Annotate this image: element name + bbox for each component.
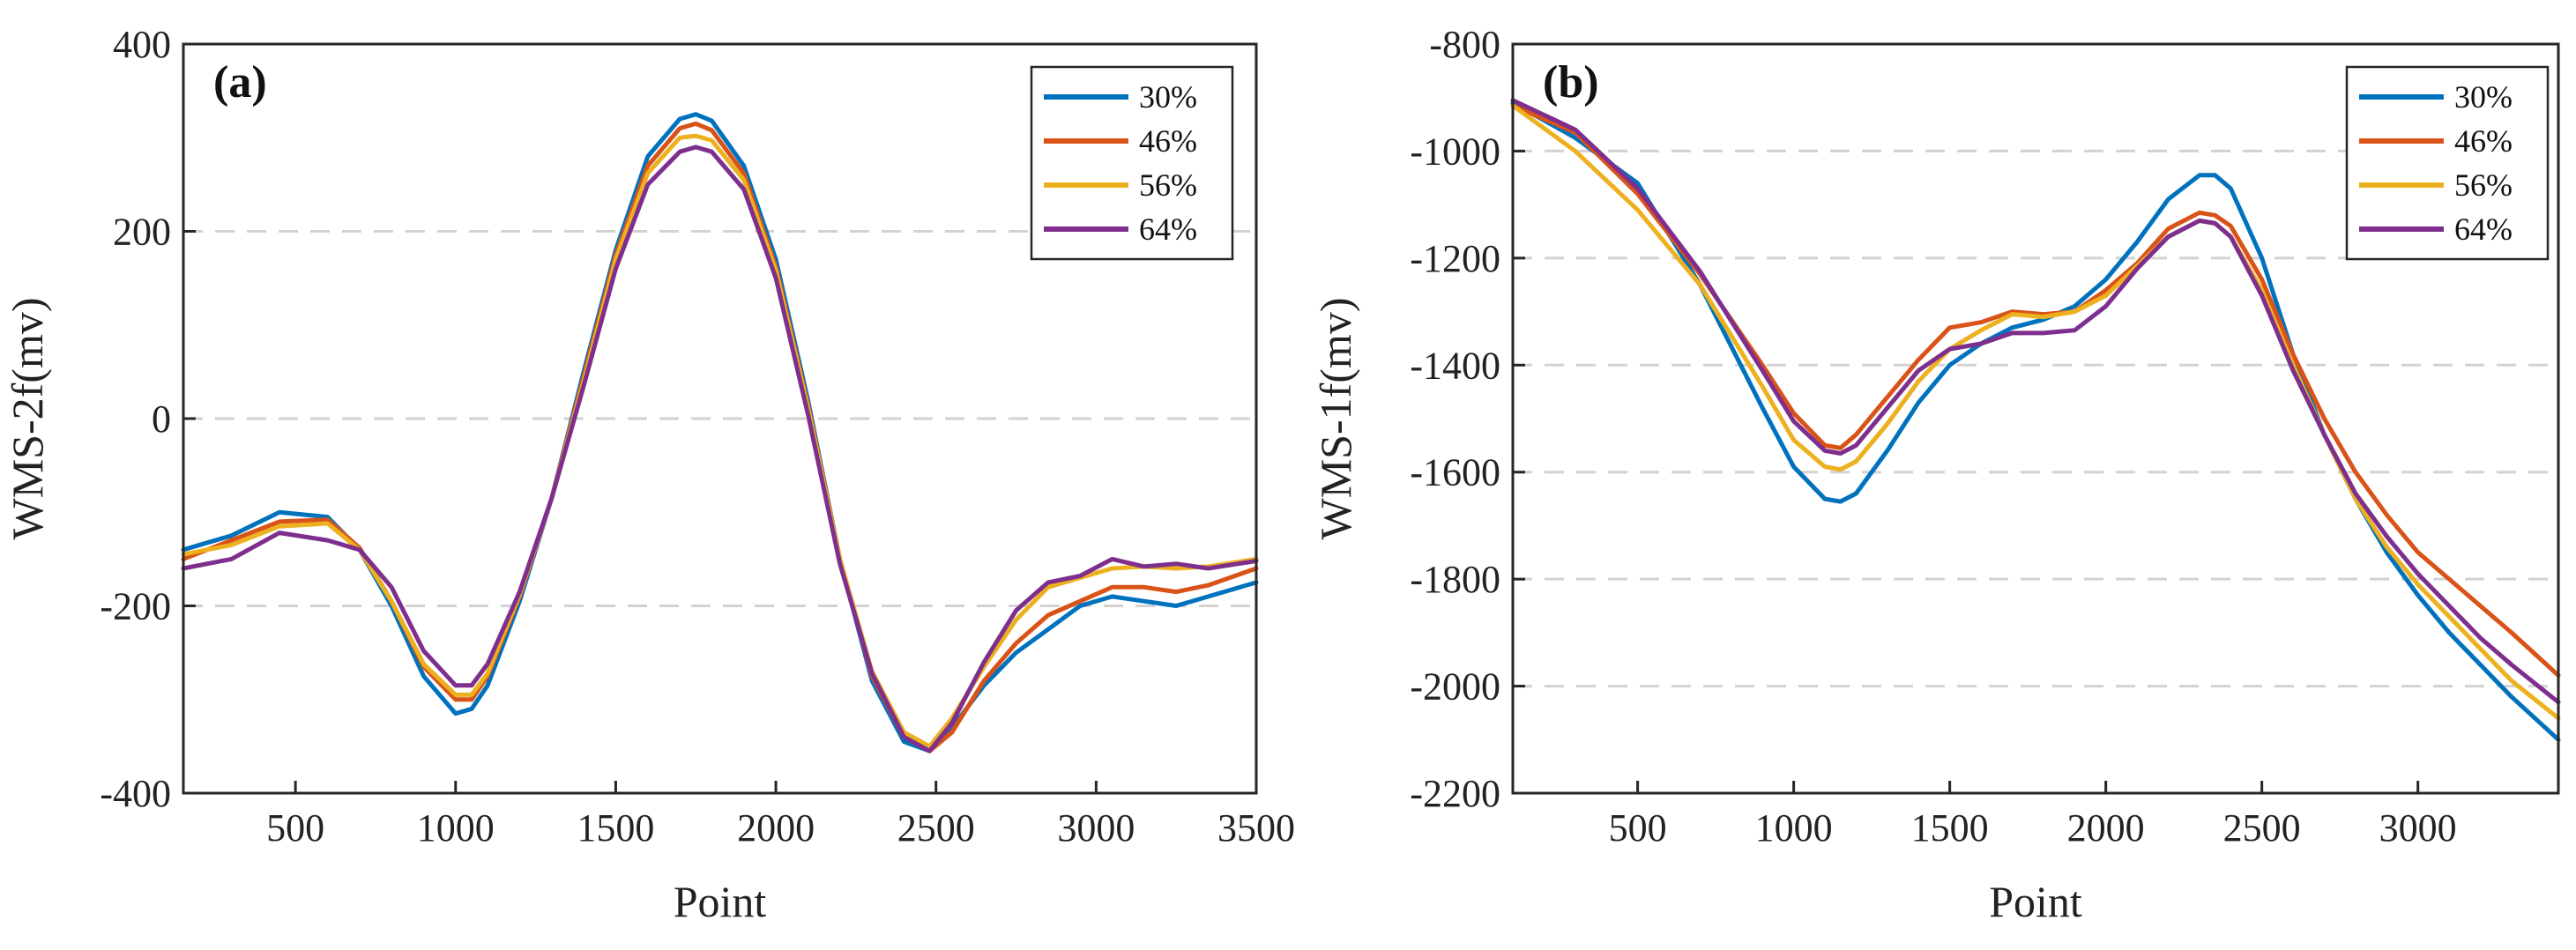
- series-line-b-64pct: [1510, 98, 2561, 705]
- ytick-label-b: -1400: [1410, 344, 1500, 387]
- ytick-label-b: -1200: [1410, 237, 1500, 280]
- y-axis-title-a: WMS-2f(mv): [3, 298, 52, 540]
- ytick-label-b: -2200: [1410, 772, 1500, 815]
- panel-a-chart: -400 -200 0 200 400 500 1000 1500 2000 2500 3000 35…: [3, 23, 1295, 926]
- xtick-label-a: 3500: [1217, 806, 1295, 850]
- legend-label-a: 46%: [1139, 123, 1197, 159]
- xtick-label-a: 1500: [577, 806, 654, 850]
- series-line-b-30pct: [1510, 100, 2561, 742]
- legend-label-b: 64%: [2454, 212, 2513, 247]
- xtick-label-a: 2000: [737, 806, 815, 850]
- ytick-label-a: 200: [113, 211, 171, 254]
- series-line-a-64pct: [181, 145, 1259, 753]
- legend-b: 30% 46% 56% 64%: [2345, 65, 2550, 261]
- legend-a: 30% 46% 56% 64%: [1030, 65, 1234, 261]
- xtick-label-b: 1000: [1755, 806, 1833, 850]
- axes-box-b: [1511, 42, 2560, 795]
- xtick-label-a: 3000: [1057, 806, 1135, 850]
- y-axis-title-b: WMS-1f(mv): [1311, 298, 1360, 540]
- xtick-label-b: 3000: [2379, 806, 2457, 850]
- xtick-label-a: 1000: [417, 806, 495, 850]
- legend-label-a: 30%: [1139, 79, 1197, 115]
- legend-label-b: 30%: [2454, 79, 2513, 115]
- xtick-label-b: 500: [1609, 806, 1667, 850]
- xtick-label-a: 2500: [897, 806, 975, 850]
- xtick-label-b: 2500: [2223, 806, 2301, 850]
- x-axis-title-a: Point: [674, 877, 767, 926]
- ytick-label-a: 0: [152, 397, 171, 441]
- ytick-label-b: -1000: [1410, 130, 1500, 173]
- panel-label-a: (a): [213, 57, 267, 108]
- ytick-label-b: -2000: [1410, 665, 1500, 709]
- legend-label-b: 56%: [2454, 167, 2513, 203]
- xtick-label-b: 2000: [2067, 806, 2145, 850]
- series-line-a-56pct: [181, 133, 1259, 749]
- panel-b-chart: -2200 -2000 -1800 -1600 -1400 -1200 -1000 -800 5…: [1311, 23, 2561, 926]
- ytick-label-a: -200: [100, 585, 171, 628]
- ytick-label-b: -1800: [1410, 558, 1500, 601]
- series-line-b-56pct: [1510, 103, 2561, 721]
- xtick-label-a: 500: [266, 806, 324, 850]
- panel-label-b: (b): [1543, 57, 1599, 108]
- legend-label-b: 46%: [2454, 123, 2513, 159]
- ytick-label-b: -800: [1429, 23, 1500, 66]
- ytick-label-a: -400: [100, 772, 171, 815]
- ytick-label-a: 400: [113, 23, 171, 66]
- x-axis-title-b: Point: [1989, 877, 2082, 926]
- ytick-label-b: -1600: [1410, 451, 1500, 494]
- legend-label-a: 56%: [1139, 167, 1197, 203]
- series-line-b-46pct: [1510, 103, 2561, 678]
- legend-label-a: 64%: [1139, 212, 1197, 247]
- series-line-a-30pct: [181, 112, 1259, 753]
- xtick-label-b: 1500: [1911, 806, 1989, 850]
